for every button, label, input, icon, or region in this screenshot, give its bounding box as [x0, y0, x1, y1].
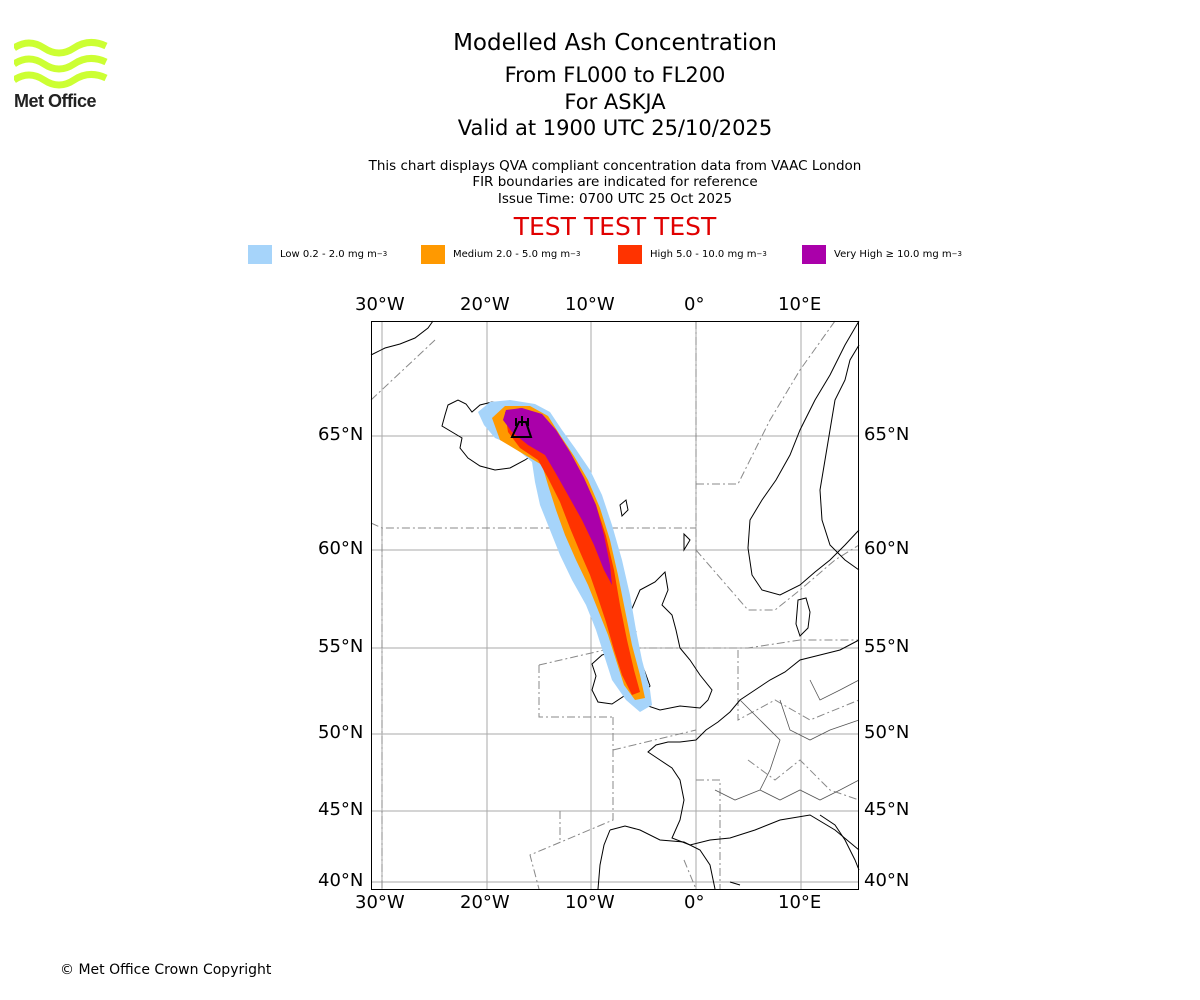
lon-label-top-10w: 10°W: [565, 294, 615, 315]
lat-label-right-65n: 65°N: [864, 424, 910, 445]
lat-label-left-40n: 40°N: [318, 870, 364, 891]
lon-label-top-30w: 30°W: [355, 294, 405, 315]
legend-swatch-medium: [421, 244, 445, 264]
volcano-name: For ASKJA: [564, 90, 666, 114]
lon-label-top-10e: 10°E: [778, 294, 822, 315]
lon-label-bottom-10e: 10°E: [778, 892, 822, 913]
lon-label-top-20w: 20°W: [460, 294, 510, 315]
lon-label-bottom-0: 0°: [684, 892, 705, 913]
legend-unit-exp-high: −3: [756, 250, 767, 258]
lat-label-right-45n: 45°N: [864, 799, 910, 820]
valid-time: Valid at 1900 UTC 25/10/2025: [457, 116, 773, 140]
met-office-logo-icon: [14, 39, 108, 89]
issue-time: Issue Time: 0700 UTC 25 Oct 2025: [497, 191, 733, 207]
legend-item-very-high: Very High ≥ 10.0 mg m −3: [802, 244, 962, 264]
lat-label-right-55n: 55°N: [864, 636, 910, 657]
test-banner: TEST TEST TEST: [513, 212, 717, 241]
volcano-marker-icon: [510, 416, 533, 438]
legend-unit-exp-low: −3: [376, 250, 388, 258]
fir-note: FIR boundaries are indicated for referen…: [472, 174, 758, 190]
ash-very-high-region: [503, 408, 612, 585]
legend-label-medium: Medium 2.0 - 5.0 mg m: [453, 248, 571, 260]
legend-label-low: Low 0.2 - 2.0 mg m: [280, 248, 377, 260]
flight-level-range: From FL000 to FL200: [504, 63, 726, 87]
lat-label-left-65n: 65°N: [318, 424, 364, 445]
lat-label-left-55n: 55°N: [318, 636, 364, 657]
lon-label-bottom-20w: 20°W: [460, 892, 510, 913]
legend-label-high: High 5.0 - 10.0 mg m: [650, 248, 757, 260]
legend-swatch-very-high: [802, 244, 826, 264]
legend-swatch-low: [248, 244, 272, 264]
map-frame: [371, 321, 859, 890]
lat-label-right-50n: 50°N: [864, 722, 910, 743]
legend-unit-exp-very-high: −3: [951, 250, 962, 258]
legend-label-very-high: Very High ≥ 10.0 mg m: [834, 248, 952, 260]
lat-label-right-40n: 40°N: [864, 870, 910, 891]
lon-label-bottom-10w: 10°W: [565, 892, 615, 913]
legend-item-medium: Medium 2.0 - 5.0 mg m −3: [421, 244, 580, 264]
logo-wordmark: Met Office: [14, 91, 97, 111]
lat-label-left-50n: 50°N: [318, 722, 364, 743]
lon-label-bottom-30w: 30°W: [355, 892, 405, 913]
lat-label-right-60n: 60°N: [864, 538, 910, 559]
copyright: © Met Office Crown Copyright: [60, 962, 272, 978]
lat-label-left-60n: 60°N: [318, 538, 364, 559]
country-borders: [714, 679, 860, 801]
chart-title: Modelled Ash Concentration: [453, 30, 777, 56]
qva-note: This chart displays QVA compliant concen…: [368, 158, 862, 174]
lat-label-left-45n: 45°N: [318, 799, 364, 820]
fir-boundaries: [370, 320, 860, 890]
lon-label-top-0: 0°: [684, 294, 705, 315]
legend-item-low: Low 0.2 - 2.0 mg m −3: [248, 244, 387, 264]
legend-unit-exp-medium: −3: [570, 250, 581, 258]
ash-medium-region: [492, 406, 645, 700]
legend-item-high: High 5.0 - 10.0 mg m −3: [618, 244, 767, 264]
legend-swatch-high: [618, 244, 642, 264]
